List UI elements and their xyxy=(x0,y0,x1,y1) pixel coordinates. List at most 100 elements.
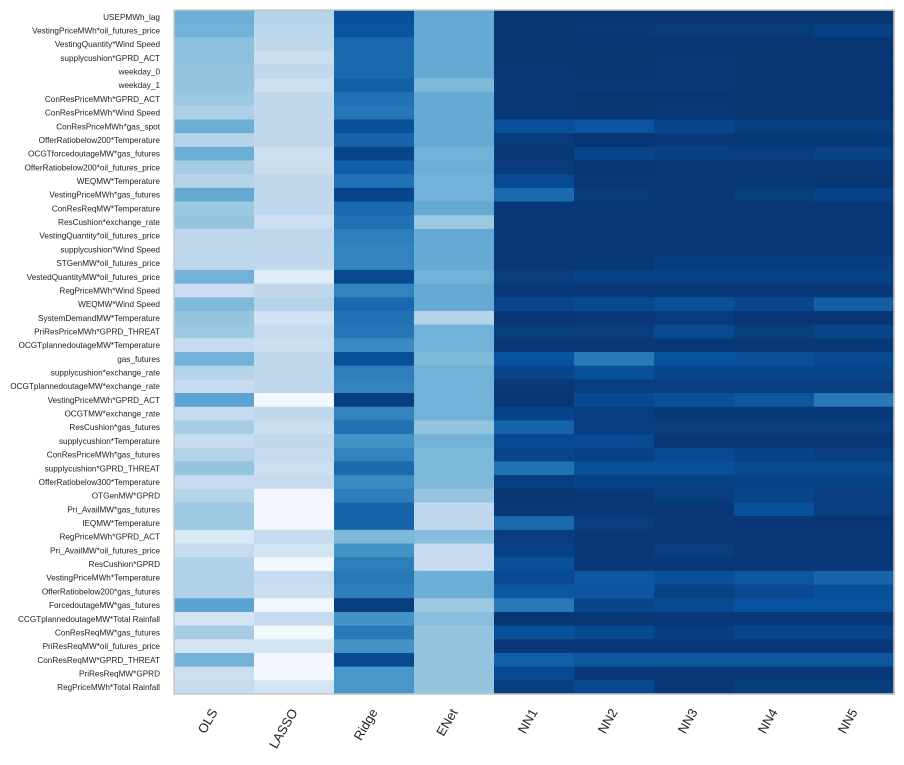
heatmap-cell xyxy=(334,434,415,449)
heatmap-cell xyxy=(654,598,735,613)
heatmap-cell xyxy=(734,51,815,66)
heatmap-cell xyxy=(414,639,495,654)
heatmap-cell xyxy=(574,352,655,367)
heatmap-cell xyxy=(814,516,895,531)
heatmap-cell xyxy=(494,174,575,189)
heatmap-cell xyxy=(814,51,895,66)
heatmap-cell xyxy=(174,146,255,162)
heatmap-cell xyxy=(334,215,415,230)
heatmap-cell xyxy=(254,215,335,230)
heatmap-cell xyxy=(254,611,335,627)
heatmap-cell xyxy=(574,146,655,162)
heatmap-cell xyxy=(414,297,495,312)
heatmap-cell xyxy=(494,598,575,613)
heatmap-cell xyxy=(334,379,415,394)
heatmap-cell xyxy=(574,680,655,695)
heatmap-cell xyxy=(174,23,255,38)
row-label: RegPriceMWh*Wind Speed xyxy=(59,286,160,295)
heatmap-cell xyxy=(334,461,415,476)
heatmap-cell xyxy=(734,283,815,298)
heatmap-cell xyxy=(254,639,335,654)
heatmap-cell xyxy=(414,92,495,107)
heatmap-cell xyxy=(494,269,575,285)
heatmap-cell xyxy=(174,598,255,613)
heatmap-cell xyxy=(814,187,895,203)
row-label: OCGTplannedoutageMW*Temperature xyxy=(18,341,160,350)
heatmap-cell xyxy=(494,352,575,367)
heatmap-cell xyxy=(334,92,415,107)
heatmap-cell xyxy=(814,598,895,613)
heatmap-cell xyxy=(654,447,735,463)
heatmap-cell xyxy=(254,160,335,175)
heatmap-cell xyxy=(494,10,575,25)
row-label: OCGTMW*exchange_rate xyxy=(64,410,160,419)
heatmap-cell xyxy=(814,310,895,326)
heatmap-cell xyxy=(654,78,735,93)
heatmap-cell xyxy=(494,310,575,326)
heatmap-cell xyxy=(254,228,335,244)
heatmap-cell xyxy=(334,133,415,148)
heatmap-cell xyxy=(254,338,335,353)
heatmap-cell xyxy=(174,570,255,586)
heatmap-cell xyxy=(414,160,495,175)
heatmap-cell xyxy=(414,105,495,121)
heatmap-cell xyxy=(334,269,415,285)
heatmap-cell xyxy=(414,652,495,668)
heatmap-cell xyxy=(814,105,895,121)
heatmap-cell xyxy=(734,215,815,230)
heatmap-cell xyxy=(254,242,335,257)
heatmap-cell xyxy=(494,543,575,558)
heatmap-cell xyxy=(814,338,895,353)
heatmap-cell xyxy=(414,187,495,203)
heatmap-cell xyxy=(174,584,255,599)
heatmap-cell xyxy=(254,379,335,394)
heatmap-cell xyxy=(734,256,815,271)
heatmap-cell xyxy=(254,516,335,531)
heatmap-cell xyxy=(814,652,895,668)
heatmap-cell xyxy=(574,529,655,545)
heatmap-cell xyxy=(334,338,415,353)
heatmap-cell xyxy=(494,37,575,52)
heatmap-cell xyxy=(574,461,655,476)
heatmap-cell xyxy=(494,365,575,380)
heatmap-cell xyxy=(334,529,415,545)
heatmap-cell xyxy=(334,310,415,326)
heatmap-cell xyxy=(334,23,415,38)
heatmap-cell xyxy=(654,557,735,572)
row-label: OfferRatiobelow300*Temperature xyxy=(39,478,161,487)
heatmap-cell xyxy=(734,365,815,380)
heatmap-cell xyxy=(174,475,255,490)
row-label: VestedQuantityMW*oil_futures_price xyxy=(27,273,161,282)
heatmap-cell xyxy=(334,652,415,668)
heatmap-cell xyxy=(654,105,735,121)
heatmap-cell xyxy=(574,23,655,38)
heatmap-cell xyxy=(494,611,575,627)
heatmap-cell xyxy=(174,133,255,148)
heatmap-cell xyxy=(654,680,735,695)
row-label: OCGTplannedoutageMW*exchange_rate xyxy=(10,382,160,391)
heatmap-cell xyxy=(494,51,575,66)
heatmap-cell xyxy=(334,105,415,121)
heatmap-cell xyxy=(174,269,255,285)
heatmap-cell xyxy=(414,625,495,640)
row-label: gas_futures xyxy=(117,355,160,364)
heatmap-cell xyxy=(174,516,255,531)
heatmap-cell xyxy=(414,324,495,339)
heatmap-cell xyxy=(814,215,895,230)
heatmap-cell xyxy=(254,352,335,367)
heatmap-cell xyxy=(414,119,495,134)
row-label: weekday_1 xyxy=(118,81,161,90)
heatmap-cell xyxy=(814,420,895,435)
heatmap-cell xyxy=(654,434,735,449)
heatmap-cell xyxy=(574,174,655,189)
heatmap-cell xyxy=(414,680,495,695)
heatmap-cell xyxy=(654,365,735,380)
heatmap-cell xyxy=(574,78,655,93)
heatmap-cell xyxy=(654,379,735,394)
heatmap-cell xyxy=(654,201,735,216)
heatmap-cell xyxy=(494,92,575,107)
heatmap-cell xyxy=(734,598,815,613)
heatmap-cell xyxy=(654,324,735,339)
heatmap-cell xyxy=(574,51,655,66)
heatmap-cell xyxy=(414,338,495,353)
